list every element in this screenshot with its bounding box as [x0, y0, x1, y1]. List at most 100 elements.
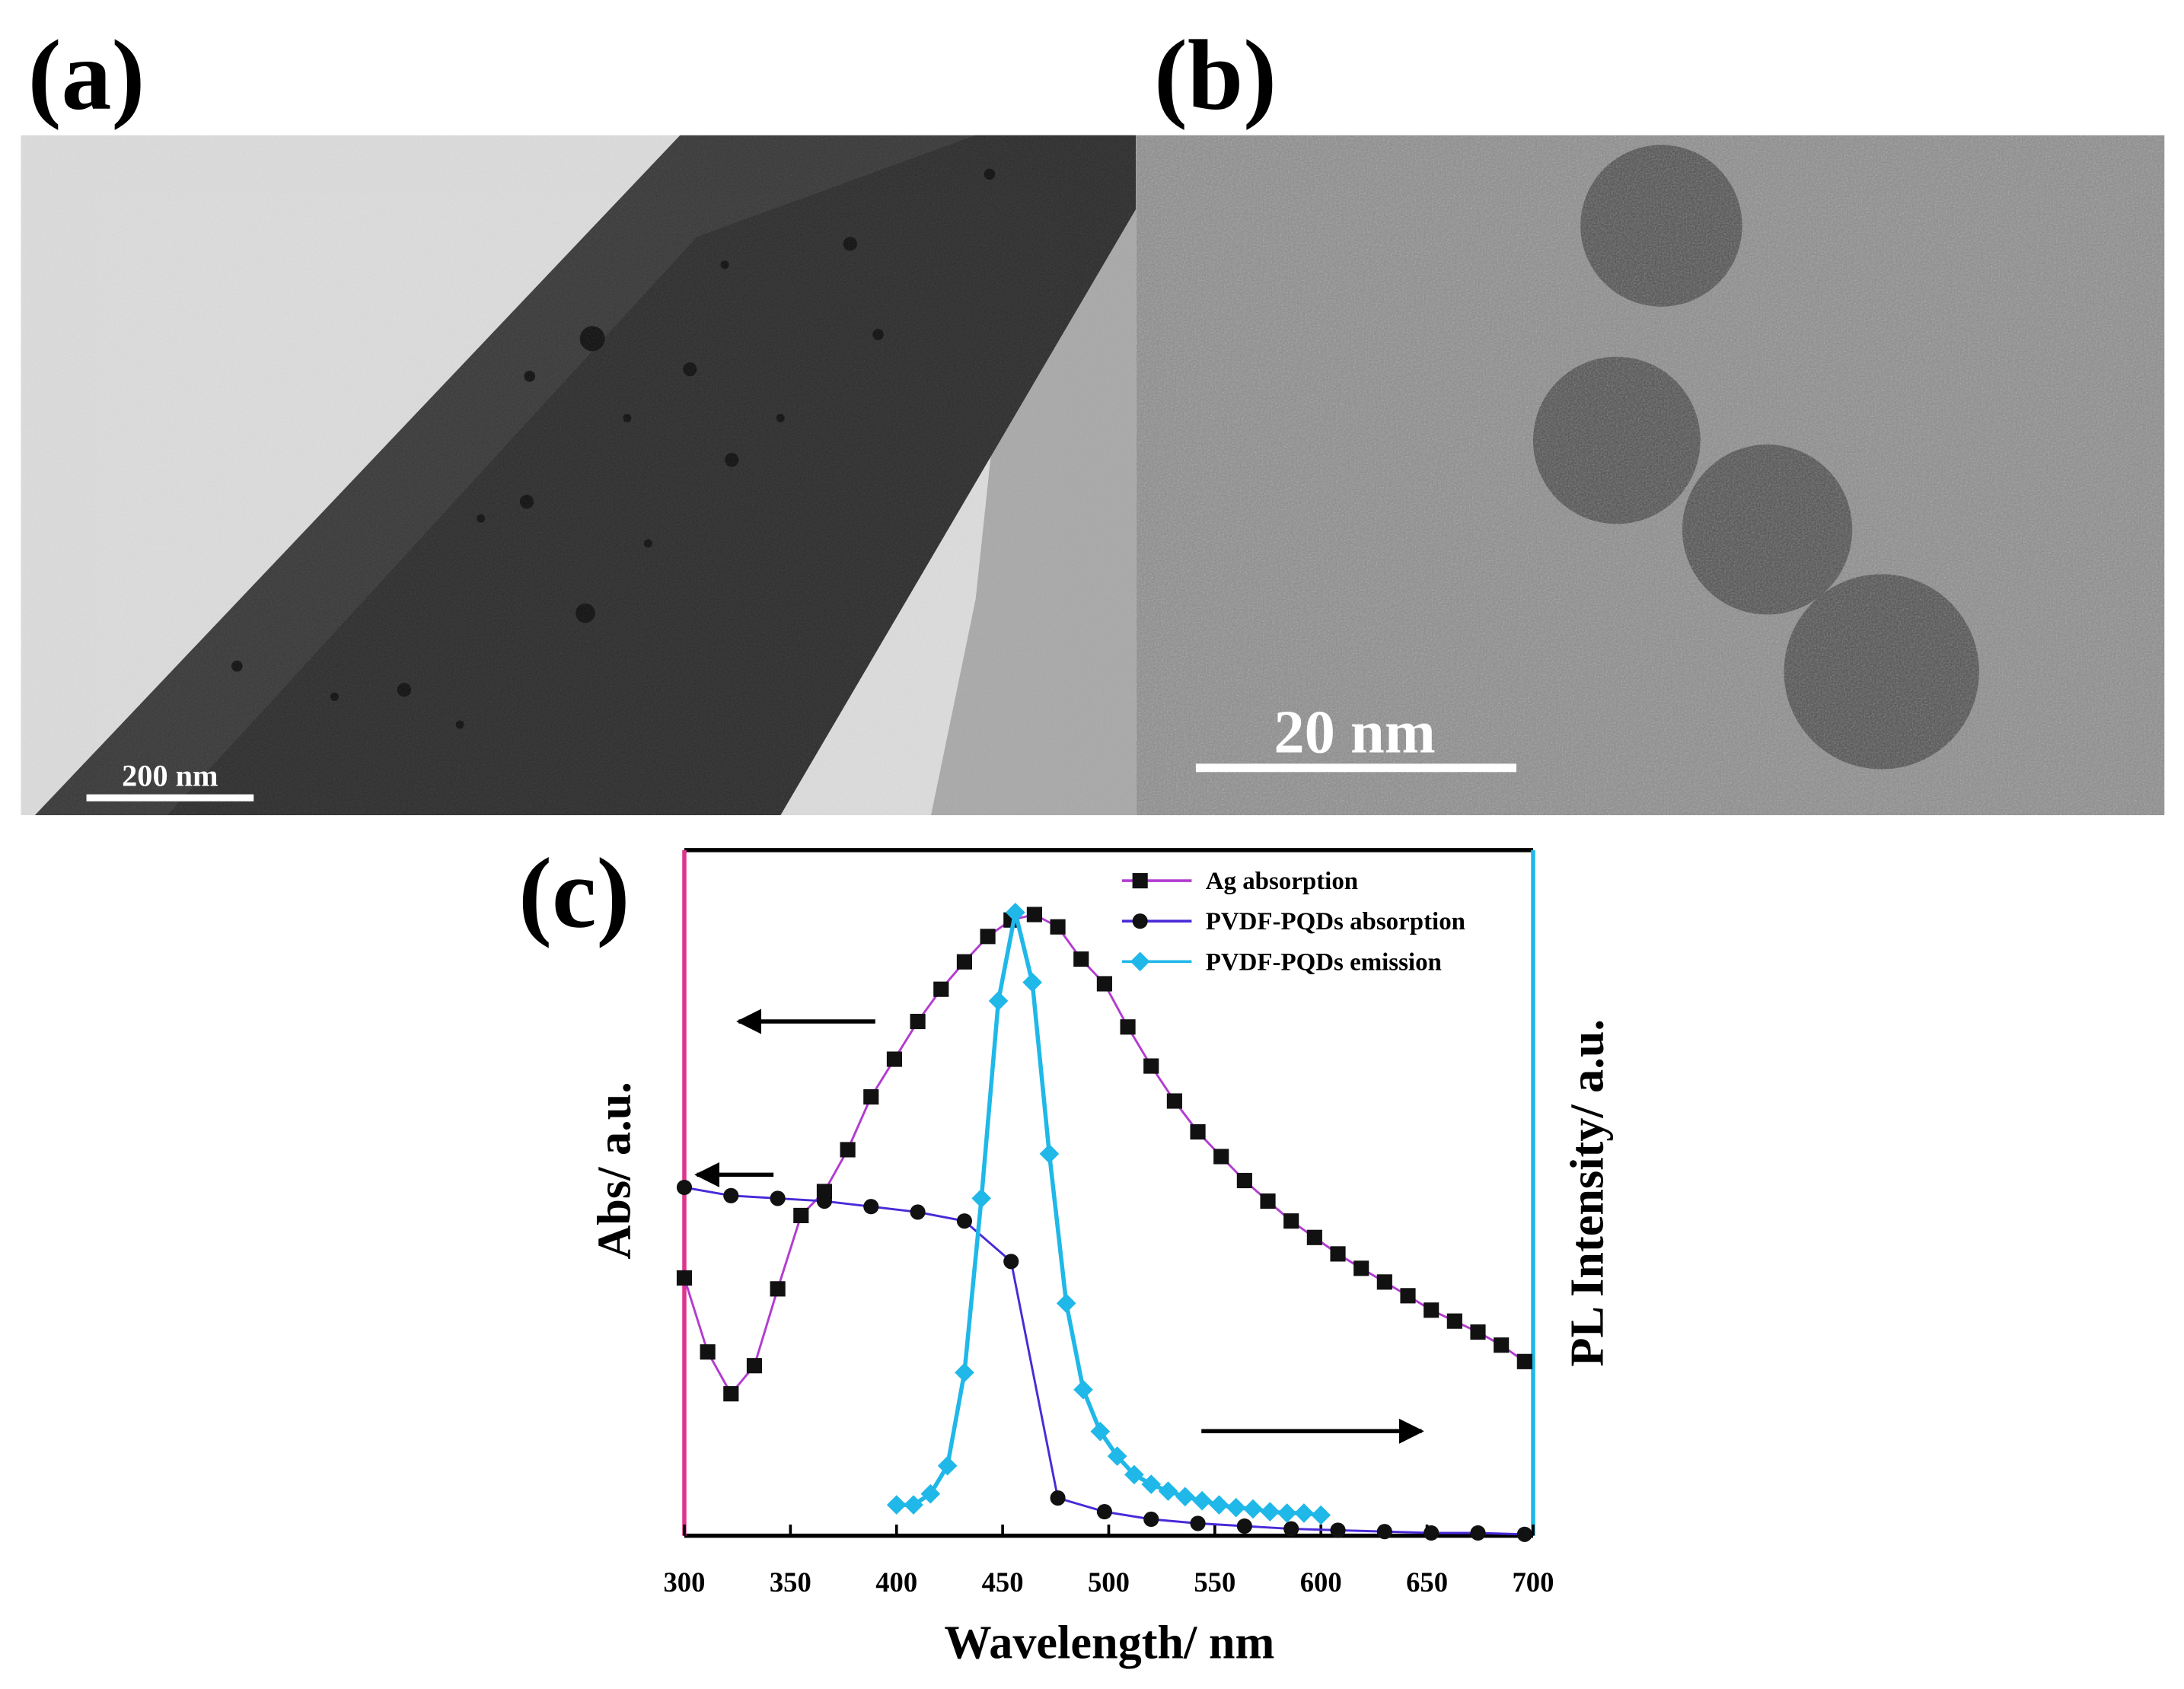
data-point	[937, 1455, 958, 1476]
data-point	[1096, 976, 1112, 992]
data-point	[1260, 1193, 1276, 1209]
data-point	[1470, 1525, 1486, 1541]
data-point	[1143, 1058, 1159, 1074]
data-point	[770, 1190, 786, 1206]
data-point	[1376, 1274, 1392, 1290]
data-point	[676, 1179, 693, 1196]
legend-label: PVDF-PQDs absorption	[1206, 908, 1465, 935]
data-point	[1494, 1337, 1510, 1353]
data-point	[1158, 1481, 1178, 1501]
data-point	[1243, 1499, 1263, 1519]
data-point	[1516, 1526, 1532, 1542]
data-point	[980, 929, 996, 945]
legend-label: PVDF-PQDs emission	[1206, 948, 1442, 976]
x-tick-label: 650	[1406, 1566, 1448, 1598]
data-point	[1376, 1524, 1392, 1540]
panel-label: (a)	[28, 20, 145, 131]
data-point	[920, 1483, 941, 1504]
data-point	[1096, 1504, 1112, 1520]
data-point	[723, 1386, 739, 1402]
data-point	[1353, 1260, 1369, 1276]
data-point	[1470, 1324, 1486, 1340]
data-point	[1236, 1172, 1252, 1189]
x-tick-label: 400	[875, 1566, 917, 1598]
data-point	[1277, 1503, 1297, 1523]
scale-bar-label: 20 nm	[1274, 699, 1436, 766]
y-axis-label: Abs/ a.u.	[589, 1082, 641, 1259]
data-point	[1039, 1144, 1060, 1164]
x-tick-label: 600	[1300, 1566, 1342, 1598]
data-point	[1306, 1229, 1322, 1245]
data-point	[988, 991, 1009, 1011]
data-point	[793, 1207, 809, 1224]
tem-image-a	[21, 135, 1137, 816]
data-point	[1190, 1123, 1206, 1140]
panel-label: (b)	[1154, 20, 1277, 131]
legend-marker	[1132, 873, 1148, 889]
data-point	[840, 1142, 856, 1158]
data-point	[770, 1281, 786, 1297]
data-point	[886, 1051, 903, 1067]
data-point	[1213, 1149, 1229, 1165]
data-point	[1050, 919, 1066, 935]
data-point	[1516, 1353, 1532, 1369]
x-tick-label: 700	[1513, 1566, 1554, 1598]
data-point	[1283, 1213, 1299, 1229]
data-point	[1026, 907, 1042, 923]
data-point	[1175, 1487, 1195, 1507]
data-point	[1056, 1293, 1076, 1314]
data-point	[1124, 1464, 1144, 1485]
data-point	[956, 954, 972, 970]
x-tick-label: 300	[664, 1566, 706, 1598]
data-point	[863, 1089, 879, 1105]
data-point	[1446, 1313, 1462, 1329]
series-line	[684, 1186, 1525, 1536]
data-point	[1330, 1246, 1346, 1262]
data-point	[1022, 972, 1042, 993]
data-point	[1120, 1019, 1136, 1035]
legend-label: Ag absorption	[1206, 868, 1358, 895]
data-point	[1311, 1505, 1331, 1525]
data-point	[904, 1495, 923, 1515]
panel-label: (c)	[518, 838, 630, 949]
x-tick-label: 550	[1194, 1566, 1235, 1598]
scale-bar	[1195, 763, 1516, 773]
data-point	[910, 1013, 926, 1030]
tem-image-b	[1136, 135, 2165, 816]
series-line	[896, 912, 1322, 1518]
data-point	[1090, 1421, 1111, 1442]
data-point	[1107, 1446, 1127, 1466]
data-point	[1050, 1490, 1066, 1506]
legend-marker	[1130, 951, 1150, 972]
data-point	[816, 1193, 833, 1209]
data-point	[1003, 1254, 1019, 1270]
x-tick-label: 350	[770, 1566, 811, 1598]
data-point	[1330, 1522, 1346, 1538]
x-tick-label: 450	[982, 1566, 1024, 1598]
y2-axis-label: PL Intensity/ a.u.	[1562, 1019, 1614, 1367]
data-point	[1209, 1495, 1229, 1515]
data-point	[1424, 1525, 1440, 1541]
data-point	[723, 1187, 739, 1203]
scale-bar	[86, 794, 254, 801]
data-point	[1260, 1502, 1280, 1522]
data-point	[933, 981, 949, 997]
data-point	[1283, 1521, 1299, 1537]
data-point	[1236, 1518, 1252, 1534]
data-point	[1141, 1474, 1162, 1494]
scale-bar-label: 200 nm	[122, 759, 218, 793]
data-point	[1192, 1490, 1212, 1511]
data-point	[1294, 1503, 1314, 1523]
data-point	[1226, 1497, 1246, 1518]
data-point	[910, 1204, 926, 1220]
data-point	[1073, 951, 1089, 967]
data-point	[956, 1213, 972, 1229]
x-tick-label: 500	[1088, 1566, 1130, 1598]
data-point	[886, 1495, 907, 1515]
data-point	[1166, 1093, 1182, 1109]
data-point	[1424, 1302, 1440, 1318]
data-point	[955, 1362, 974, 1383]
data-point	[1073, 1379, 1093, 1400]
data-point	[700, 1344, 716, 1360]
